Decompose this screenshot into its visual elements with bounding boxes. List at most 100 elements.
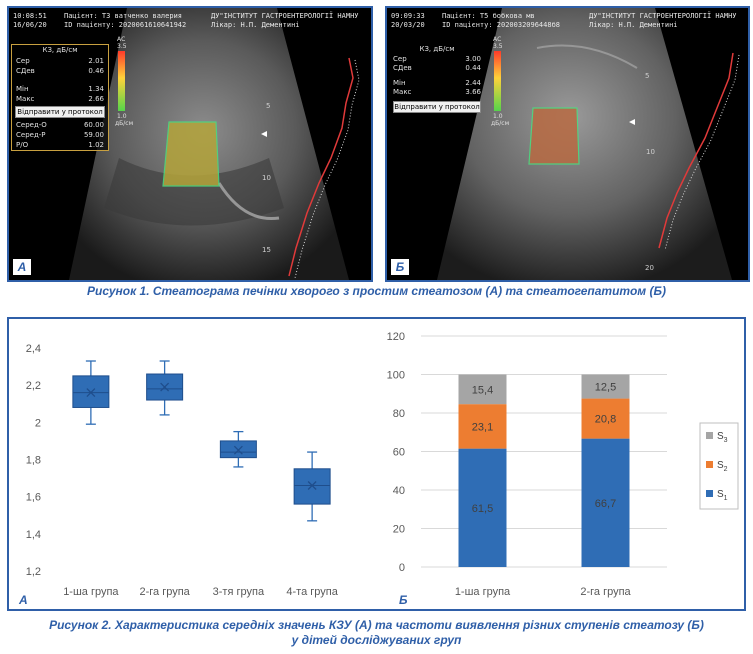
stat-value: 1.34 <box>88 85 104 93</box>
stat-row: Р/О 1.02 <box>12 140 108 150</box>
depth-mark: 20 <box>645 264 654 272</box>
bar-segment <box>581 398 630 439</box>
y-tick-label: 120 <box>387 331 405 343</box>
stat-value: 0.46 <box>88 67 104 75</box>
figure-2-caption-line-1: Рисунок 2. Характеристика середніх значе… <box>49 618 704 632</box>
x-category-label: 2-га група <box>139 586 190 598</box>
x-category-label: 1-ша група <box>455 586 511 598</box>
time-b: 09:09:33 <box>391 12 425 20</box>
stat-value: 60.00 <box>83 121 104 129</box>
attenuation-color-scale-b <box>494 51 501 111</box>
stat-label: Мін <box>16 85 29 93</box>
stat-value: 2.66 <box>88 95 104 103</box>
doctor-b: Лікар: Н.П. Дементині <box>589 21 678 29</box>
stat-value: 3.66 <box>465 88 481 96</box>
attenuation-color-scale-a <box>118 51 125 111</box>
scale-min-a: 1.0 <box>117 113 127 120</box>
y-tick-label: 100 <box>387 370 405 382</box>
legend-swatch <box>706 461 713 468</box>
time-a: 10:08:51 <box>13 12 47 20</box>
stat-label: СДев <box>393 64 412 72</box>
bar-segment <box>581 374 630 399</box>
depth-mark: 10 <box>262 174 271 182</box>
depth-mark: 5 <box>645 72 650 80</box>
stat-row: Мін 1.34 <box>12 84 108 94</box>
y-tick-label: 80 <box>393 408 405 420</box>
y-tick-label: 1,6 <box>26 492 41 504</box>
mean-marker <box>307 481 317 490</box>
institute-b: ДУ"ІНСТИТУТ ГАСТРОЕНТЕРОЛОГІЇ НАМНУ <box>589 12 737 20</box>
patient-id-a: ID пацієнту: 2020061610641942 <box>64 21 187 29</box>
mean-marker <box>86 388 96 398</box>
data-label: 23,1 <box>472 421 493 433</box>
legend-swatch <box>706 490 713 497</box>
scale-min-b: 1.0 <box>493 113 503 120</box>
bar-segment <box>581 438 630 567</box>
y-tick-label: 0 <box>399 562 405 574</box>
legend-label-subscript: 2 <box>724 466 728 473</box>
stat-value: 0.44 <box>465 64 481 72</box>
scale-max-a: 3.5 <box>117 43 127 50</box>
stat-label: Серед-Р <box>16 131 46 139</box>
institute-info-a: ДУ"ІНСТИТУТ ГАСТРОЕНТЕРОЛОГІЇ НАМНУ Ліка… <box>211 12 359 30</box>
scale-top-a: АС <box>117 36 126 43</box>
patient-name-b: Пацієнт: Т5 бобкова мв <box>442 12 535 20</box>
scale-top-b: АС <box>493 36 502 43</box>
mean-marker <box>160 382 170 392</box>
patient-info-a: Пацієнт: Т3 ватченко валерия ID пацієнту… <box>64 12 186 30</box>
box <box>219 440 257 459</box>
ultrasound-image-b <box>387 8 748 280</box>
send-to-protocol-button-b[interactable]: Відправити у протокол <box>393 101 481 113</box>
x-category-label: 1-ша група <box>63 586 119 598</box>
y-tick-label: 1,8 <box>26 455 41 467</box>
measurement-box-a: КЗ, дБ/см Сер 2.01 СДев 0.46 Мін 1.34 Макс 2… <box>11 44 109 151</box>
stat-value: 2.01 <box>88 57 104 65</box>
measurement-box-b: КЗ, дБ/см Сер 3.00 СДев 0.44 Мін 2.44 Макс 3… <box>393 44 481 113</box>
timestamp-b: 09:09:33 20/03/20 <box>391 12 425 30</box>
legend-label-subscript: 1 <box>724 495 728 502</box>
stat-label: Мін <box>393 79 406 87</box>
y-tick-label: 20 <box>393 524 405 536</box>
stat-label: Сер <box>16 57 30 65</box>
send-to-protocol-button-a[interactable]: Відправити у протокол <box>15 106 105 118</box>
stat-row: Сер 2.01 <box>12 56 108 66</box>
kz-title-b: КЗ, дБ/см <box>419 45 455 53</box>
figure-2-frame: 1,2 1,4 1,6 1,8 2 2,2 2,4 1-ша група 2-га група 3… <box>7 317 746 611</box>
depth-mark: 10 <box>646 148 655 156</box>
data-label: 66,7 <box>595 498 616 510</box>
ultrasound-panel-a: 10:08:51 16/06/20 Пацієнт: Т3 ватченко в… <box>7 6 373 282</box>
stat-row: Макс 3.66 <box>393 88 481 97</box>
doctor-a: Лікар: Н.П. Дементині <box>211 21 300 29</box>
stat-label: Макс <box>393 88 412 96</box>
figure-1-caption: Рисунок 1. Стеатограма печінки хворого з… <box>87 284 666 298</box>
x-category-label: 3-тя група <box>213 586 265 598</box>
stat-row: Мін 2.44 <box>393 79 481 88</box>
panel-letter-chart-b: Б <box>399 593 408 607</box>
stat-label: Серед-О <box>16 121 47 129</box>
legend-swatch <box>706 432 713 439</box>
data-label: 12,5 <box>595 382 616 394</box>
patient-name-a: Пацієнт: Т3 ватченко валерия <box>64 12 183 20</box>
y-tick-label: 1,2 <box>26 566 41 578</box>
data-label: 15,4 <box>472 384 493 396</box>
data-label: 20,8 <box>595 414 616 426</box>
stat-row: СДев 0.44 <box>393 64 481 73</box>
y-tick-label: 2,2 <box>26 380 41 392</box>
kz-title-a: КЗ, дБ/см <box>42 46 78 54</box>
stat-label: Макс <box>16 95 35 103</box>
legend-label: S3 <box>717 431 728 444</box>
panel-letter-b: Б <box>391 259 409 275</box>
stat-row: СДев 0.46 <box>12 66 108 76</box>
depth-mark: 5 <box>266 102 271 110</box>
y-tick-label: 1,4 <box>26 529 41 541</box>
panel-letter-chart-a: А <box>18 593 28 607</box>
bar-segment <box>458 448 507 567</box>
stat-label: СДев <box>16 67 35 75</box>
y-tick-label: 40 <box>393 485 405 497</box>
mean-marker <box>233 445 243 455</box>
stat-row: Серед-Р 59.00 <box>12 130 108 140</box>
x-category-label: 2-га група <box>580 586 631 598</box>
panel-letter-a: А <box>13 259 31 275</box>
ultrasound-image-a <box>9 8 371 280</box>
date-b: 20/03/20 <box>391 21 425 29</box>
